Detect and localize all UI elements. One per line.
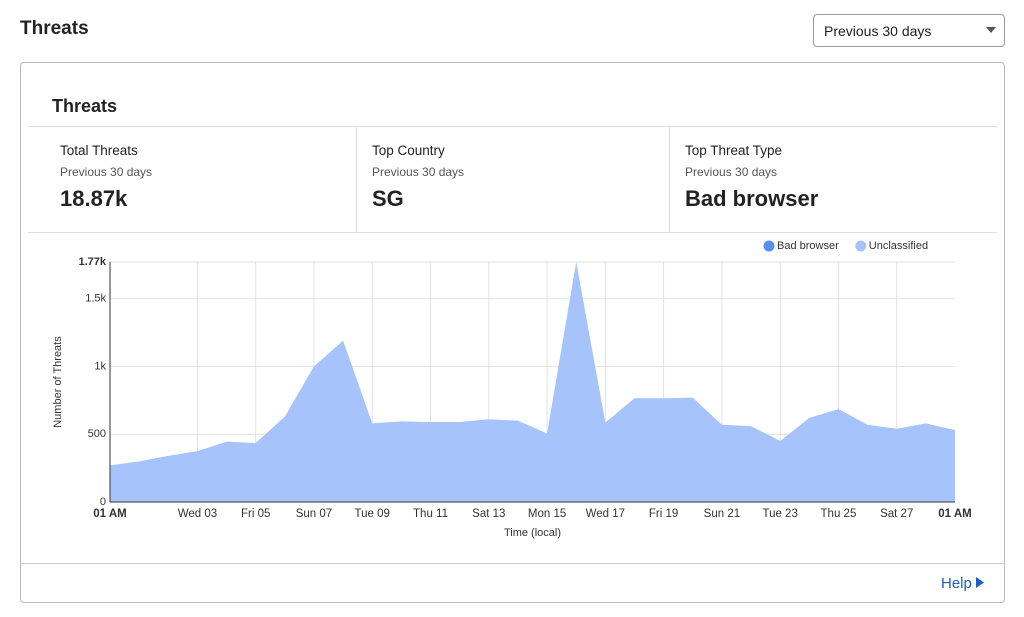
x-tick-label: Sun 21 xyxy=(704,508,740,520)
card-title: Threats xyxy=(52,96,118,116)
chart: 0 500 1k 1.5k 1.77k 01 AM Wed 03 Fri 05 Sun 07 Tu… xyxy=(52,240,972,539)
dropdown-arrow xyxy=(986,27,996,33)
x-tick-label: Thu 25 xyxy=(821,508,857,520)
x-tick-label: Fri 05 xyxy=(241,508,270,520)
stat-period: Previous 30 days xyxy=(372,165,465,179)
help-arrow xyxy=(976,577,985,588)
stat-label: Top Country xyxy=(372,143,445,158)
stat-value: Bad browser xyxy=(685,186,819,211)
divider xyxy=(356,126,357,232)
divider xyxy=(20,563,1005,564)
stat-label: Total Threats xyxy=(60,143,138,158)
area xyxy=(110,262,955,502)
stat-period: Previous 30 days xyxy=(685,165,778,179)
y-axis-label: Number of Threats xyxy=(52,336,64,428)
y-tick-label: 1k xyxy=(94,360,106,372)
y-tick-label: 500 xyxy=(88,428,106,440)
x-tick-label: Wed 03 xyxy=(178,508,217,520)
x-tick-label: Thu 11 xyxy=(413,508,448,520)
stat-value: 18.87k xyxy=(60,186,128,211)
legend-dot xyxy=(855,240,867,252)
divider xyxy=(669,126,670,232)
stat-label: Top Threat Type xyxy=(685,143,783,158)
stat-period: Previous 30 days xyxy=(60,165,153,179)
y-tick-label: 1.5k xyxy=(85,293,106,305)
help-text: Help xyxy=(941,575,972,592)
card xyxy=(20,62,1005,603)
x-tick-label: Wed 17 xyxy=(586,508,625,520)
help-link[interactable]: Help xyxy=(941,575,985,592)
x-tick-label: 01 AM xyxy=(938,508,971,520)
range-select[interactable]: Previous 30 days xyxy=(813,14,1005,47)
legend-dot xyxy=(763,240,775,252)
y-tick-label: 1.77k xyxy=(78,256,106,268)
range-select-text: Previous 30 days xyxy=(824,23,932,39)
x-tick-label: Mon 15 xyxy=(528,508,566,520)
x-tick-label: Tue 09 xyxy=(355,508,390,520)
divider xyxy=(28,126,997,127)
page-title: Threats xyxy=(20,18,89,39)
x-tick-label: Sun 07 xyxy=(296,508,332,520)
x-tick-label: Tue 23 xyxy=(762,508,797,520)
x-tick-label: Sat 27 xyxy=(880,508,913,520)
x-axis-label: Time (local) xyxy=(504,527,561,539)
divider xyxy=(28,232,997,233)
stat-value: SG xyxy=(372,186,404,211)
legend-label: Bad browser xyxy=(777,240,839,252)
x-tick-label: Fri 19 xyxy=(649,508,678,520)
legend-label: Unclassified xyxy=(869,240,928,252)
x-tick-label: 01 AM xyxy=(93,508,126,520)
x-tick-label: Sat 13 xyxy=(472,508,505,520)
y-tick-label: 0 xyxy=(100,496,106,508)
